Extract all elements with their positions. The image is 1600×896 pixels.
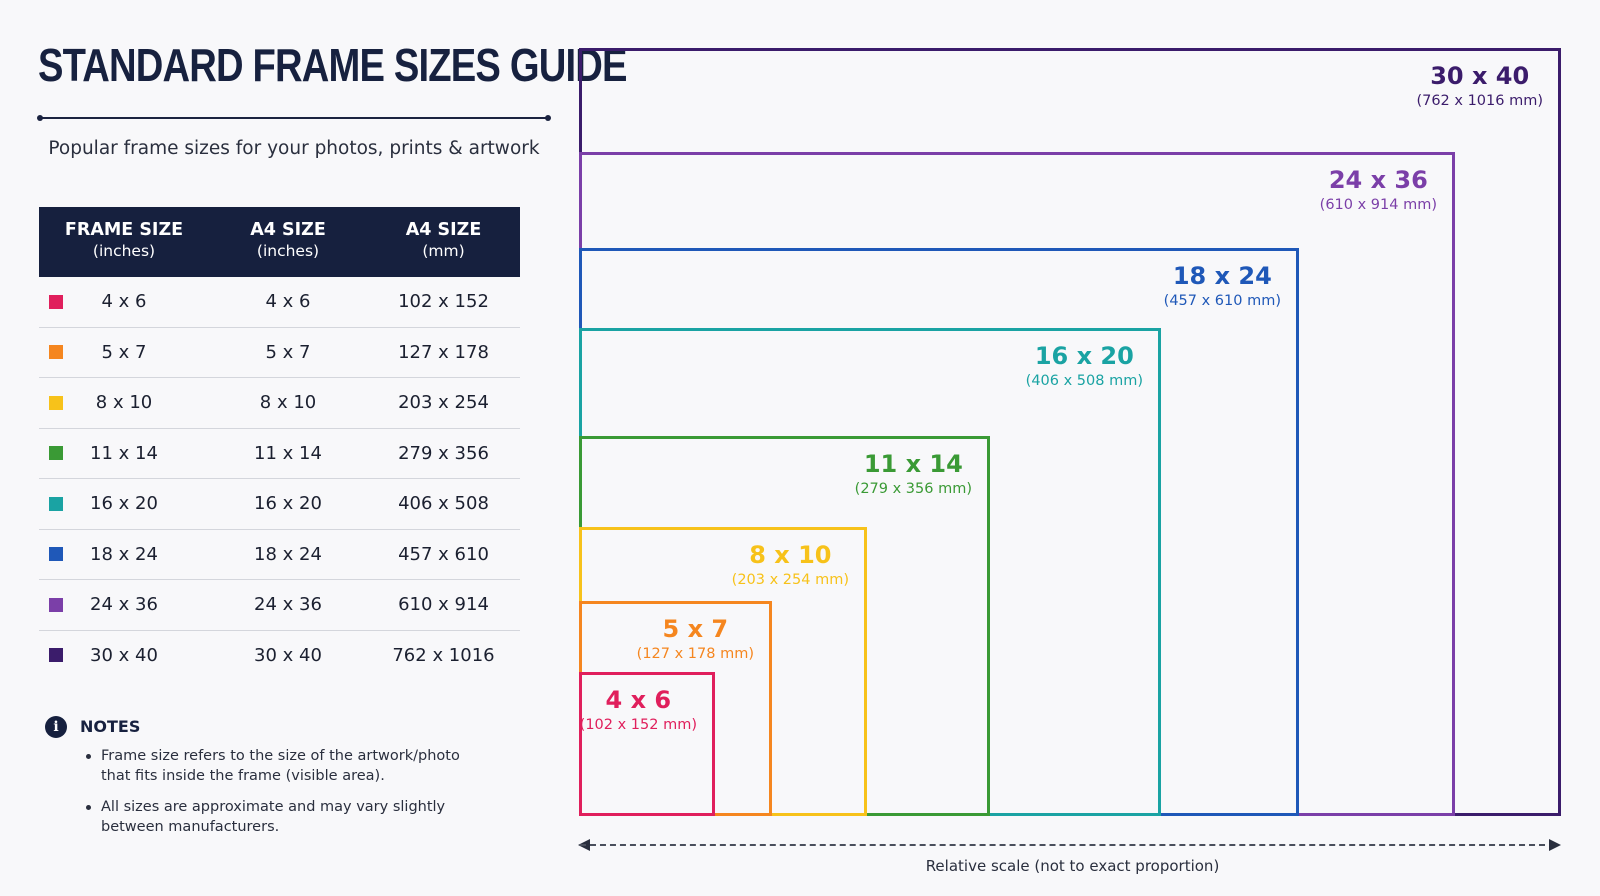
note-item: Frame size refers to the size of the art… — [81, 746, 461, 786]
cell-a4-inches: 11 x 14 — [254, 442, 322, 464]
color-swatch — [49, 547, 63, 562]
table-body: 4 x 6 4 x 6 102 x 152 5 x 7 5 x 7 127 x 178 8 … — [39, 277, 520, 680]
frame-label: 30 x 40 (762 x 1016 mm) — [1416, 61, 1543, 111]
table-row: 8 x 10 8 x 10 203 x 254 — [39, 378, 520, 429]
table-row: 4 x 6 4 x 6 102 x 152 — [39, 277, 520, 328]
frame-mm-label: (203 x 254 mm) — [731, 572, 849, 588]
cell-a4-mm: 406 x 508 — [398, 493, 489, 515]
frame-label: 4 x 6 (102 x 152 mm) — [580, 685, 697, 735]
cell-frame-size: 24 x 36 — [90, 594, 158, 616]
table-row: 18 x 24 18 x 24 457 x 610 — [39, 530, 520, 580]
cell-a4-mm: 127 x 178 — [398, 341, 489, 363]
cell-a4-mm: 102 x 152 — [398, 291, 489, 313]
cell-a4-mm: 610 x 914 — [398, 594, 489, 616]
cell-a4-inches: 4 x 6 — [265, 291, 311, 313]
frame-mm-label: (762 x 1016 mm) — [1416, 93, 1543, 109]
color-swatch — [49, 597, 63, 612]
header-a4-inches: A4 SIZE (inches) — [250, 220, 326, 260]
color-swatch — [49, 496, 63, 511]
notes-heading: NOTES — [80, 717, 141, 736]
frame-size-label: 8 x 10 — [749, 541, 832, 569]
page-subtitle: Popular frame sizes for your photos, pri… — [48, 138, 540, 159]
scale-caption: Relative scale (not to exact proportion) — [925, 857, 1220, 875]
title-divider — [37, 115, 551, 121]
cell-a4-inches: 8 x 10 — [259, 392, 317, 414]
cell-a4-mm: 203 x 254 — [398, 392, 489, 414]
frame-size-label: 24 x 36 — [1328, 166, 1428, 194]
arrow-right-icon — [1549, 839, 1561, 851]
cell-frame-size: 11 x 14 — [90, 442, 158, 464]
frame-size-label: 4 x 6 — [605, 686, 672, 714]
frame-mm-label: (610 x 914 mm) — [1319, 197, 1437, 213]
note-item: All sizes are approximate and may vary s… — [81, 797, 461, 837]
cell-frame-size: 16 x 20 — [90, 493, 158, 515]
cell-frame-size: 30 x 40 — [90, 644, 158, 666]
frame-mm-label: (406 x 508 mm) — [1025, 373, 1143, 389]
frame-label: 11 x 14 (279 x 356 mm) — [855, 449, 972, 499]
color-swatch — [49, 648, 63, 663]
cell-frame-size: 8 x 10 — [95, 392, 153, 414]
scale-line — [580, 844, 1555, 846]
color-swatch — [49, 345, 63, 360]
table-row: 11 x 14 11 x 14 279 x 356 — [39, 429, 520, 479]
cell-a4-inches: 30 x 40 — [254, 644, 322, 666]
frame-rect: 4 x 6 (102 x 152 mm) — [579, 672, 715, 816]
frame-size-table: FRAME SIZE (inches) A4 SIZE (inches) A4 … — [39, 207, 520, 680]
frame-label: 5 x 7 (127 x 178 mm) — [637, 614, 754, 664]
color-swatch — [49, 294, 63, 309]
notes-list: Frame size refers to the size of the art… — [81, 746, 461, 848]
header-frame-size: FRAME SIZE (inches) — [64, 220, 184, 260]
frame-size-label: 16 x 20 — [1034, 342, 1134, 370]
frame-size-label: 11 x 14 — [863, 450, 963, 478]
frame-size-label: 5 x 7 — [662, 615, 729, 643]
cell-a4-inches: 5 x 7 — [265, 341, 311, 363]
cell-a4-mm: 457 x 610 — [398, 543, 489, 565]
color-swatch — [49, 395, 63, 410]
color-swatch — [49, 446, 63, 461]
cell-a4-inches: 16 x 20 — [254, 493, 322, 515]
cell-frame-size: 18 x 24 — [90, 543, 158, 565]
cell-a4-inches: 24 x 36 — [254, 594, 322, 616]
frame-mm-label: (127 x 178 mm) — [636, 646, 754, 662]
table-row: 24 x 36 24 x 36 610 x 914 — [39, 580, 520, 631]
cell-a4-inches: 18 x 24 — [254, 543, 322, 565]
frame-label: 18 x 24 (457 x 610 mm) — [1164, 261, 1281, 311]
page-title: STANDARD FRAME SIZES GUIDE — [38, 39, 627, 91]
frame-mm-label: (279 x 356 mm) — [854, 481, 972, 497]
frame-label: 8 x 10 (203 x 254 mm) — [732, 540, 849, 590]
header-a4-mm: A4 SIZE (mm) — [405, 220, 482, 260]
cell-frame-size: 4 x 6 — [101, 291, 147, 313]
table-row: 5 x 7 5 x 7 127 x 178 — [39, 328, 520, 378]
table-row: 30 x 40 30 x 40 762 x 1016 — [39, 631, 520, 681]
frame-size-label: 18 x 24 — [1172, 262, 1272, 290]
cell-frame-size: 5 x 7 — [101, 341, 147, 363]
table-row: 16 x 20 16 x 20 406 x 508 — [39, 479, 520, 530]
frame-label: 16 x 20 (406 x 508 mm) — [1026, 341, 1143, 391]
frame-label: 24 x 36 (610 x 914 mm) — [1320, 165, 1437, 215]
cell-a4-mm: 279 x 356 — [398, 442, 489, 464]
frame-mm-label: (457 x 610 mm) — [1163, 293, 1281, 309]
cell-a4-mm: 762 x 1016 — [392, 644, 495, 666]
frame-size-label: 30 x 40 — [1430, 62, 1530, 90]
table-header: FRAME SIZE (inches) A4 SIZE (inches) A4 … — [39, 207, 520, 277]
frame-mm-label: (102 x 152 mm) — [579, 717, 697, 733]
info-icon: i — [45, 716, 67, 738]
